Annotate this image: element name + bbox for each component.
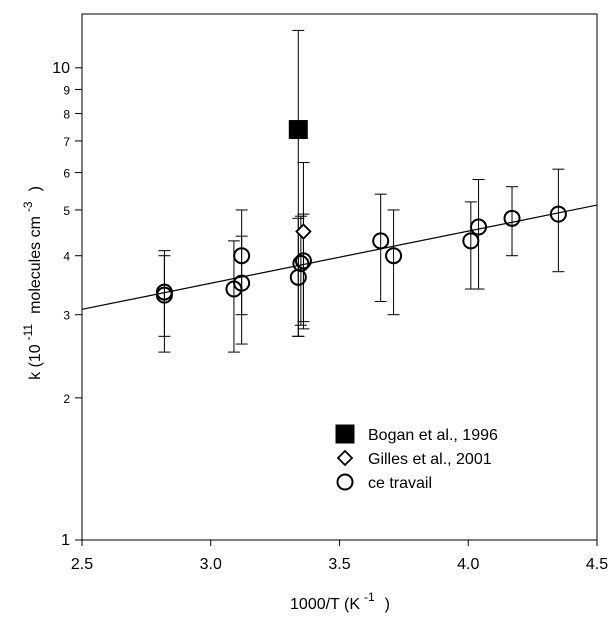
data-point — [470, 218, 488, 236]
data-point — [549, 205, 567, 223]
y-axis-title-pre: k (10 — [27, 344, 44, 380]
x-tick-label: 4.0 — [457, 556, 479, 573]
fit-line — [81, 204, 598, 310]
legend-marker — [335, 424, 355, 444]
data-point — [295, 223, 312, 240]
data-point — [294, 252, 312, 270]
y-axis-title-mid: molecules cm — [27, 216, 44, 314]
x-axis-title-close: ) — [385, 596, 390, 613]
x-tick-label: 3.0 — [200, 556, 222, 573]
y-tick-label: 8 — [63, 108, 70, 122]
data-point — [233, 247, 251, 265]
x-axis-title-main: 1000/T (K — [290, 596, 360, 613]
data-point — [288, 120, 308, 140]
x-tick-label: 4.5 — [586, 556, 608, 573]
y-tick-label: 1 — [61, 532, 70, 549]
legend-label: Gilles et al., 2001 — [368, 451, 492, 468]
y-tick-label: 5 — [63, 204, 70, 218]
legend-label: ce travail — [368, 475, 432, 492]
y-tick-label: 6 — [63, 167, 70, 181]
y-axis-title: k (10 -11 molecules cm -3) — [21, 186, 44, 380]
data-point — [503, 209, 521, 227]
x-tick-label: 3.5 — [328, 556, 350, 573]
y-tick-label: 7 — [63, 135, 70, 149]
x-tick-label: 2.5 — [71, 556, 93, 573]
y-tick-label: 2 — [63, 392, 70, 406]
y-tick-label: 3 — [63, 309, 70, 323]
legend-label: Bogan et al., 1996 — [368, 427, 498, 444]
y-axis-title-exp1: -11 — [21, 324, 35, 341]
data-point — [155, 286, 173, 304]
legend-marker — [336, 473, 354, 491]
data-point — [462, 232, 480, 250]
data-point — [385, 247, 403, 265]
plot-frame — [81, 13, 598, 541]
legend-marker — [336, 449, 354, 467]
y-tick-label: 9 — [63, 83, 70, 97]
y-tick-label: 10 — [52, 60, 70, 77]
x-axis-title-exp: -1 — [364, 590, 375, 604]
x-axis-title: 1000/T (K -1) — [290, 590, 390, 613]
y-tick-label: 4 — [63, 250, 70, 264]
y-axis-title-close: ) — [27, 186, 44, 191]
data-point — [372, 232, 390, 250]
data-point — [292, 255, 310, 273]
y-axis-title-exp2: -3 — [21, 201, 35, 212]
data-point — [233, 274, 251, 292]
